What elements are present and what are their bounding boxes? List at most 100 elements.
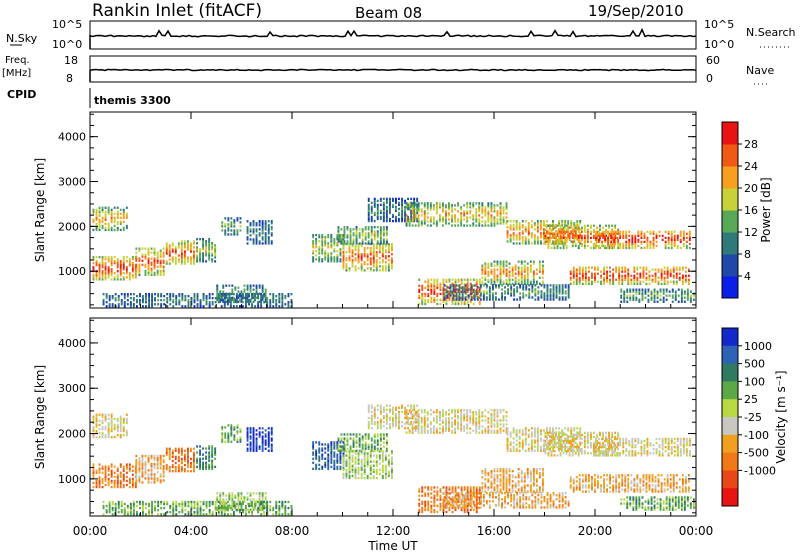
heatmap-cell	[514, 278, 517, 281]
heatmap-cell	[264, 290, 267, 293]
heatmap-cell	[567, 232, 570, 235]
heatmap-cell	[354, 458, 357, 461]
heatmap-cell	[544, 240, 547, 244]
heatmap-cell	[122, 475, 125, 479]
heatmap-cell	[267, 232, 270, 235]
heatmap-cell	[138, 456, 141, 460]
heatmap-cell	[606, 274, 608, 277]
heatmap-cell	[107, 266, 110, 269]
heatmap-cell	[543, 232, 545, 235]
heatmap-cell	[391, 263, 393, 266]
heatmap-cell	[581, 272, 584, 275]
heatmap-cell	[505, 268, 508, 271]
heatmap-cell	[575, 274, 578, 277]
heatmap-cell	[246, 286, 249, 289]
heatmap-cell	[433, 284, 436, 288]
heatmap-cell	[342, 454, 345, 457]
heatmap-cell	[463, 296, 466, 300]
heatmap-cell	[150, 465, 153, 468]
heatmap-cell	[451, 284, 454, 288]
heatmap-cell	[131, 264, 134, 267]
heatmap-cell	[119, 260, 122, 263]
heatmap-cell	[150, 456, 153, 460]
heatmap-cell	[512, 238, 515, 241]
heatmap-cell	[454, 284, 457, 288]
heatmap-cell	[624, 270, 627, 273]
heatmap-cell	[110, 427, 113, 431]
heatmap-cell	[312, 447, 315, 450]
heatmap-cell	[387, 464, 390, 467]
heatmap-cell	[570, 224, 573, 227]
heatmap-cell	[113, 471, 116, 474]
heatmap-cell	[211, 467, 214, 471]
heatmap-cell	[391, 261, 393, 264]
heatmap-cell	[222, 300, 225, 303]
heatmap-cell	[267, 236, 270, 239]
heatmap-cell	[445, 210, 447, 213]
heatmap-cell	[561, 236, 564, 239]
heatmap-cell	[555, 238, 557, 241]
heatmap-cell	[660, 274, 663, 277]
heatmap-cell	[398, 219, 400, 223]
heatmap-cell	[107, 276, 110, 279]
heatmap-cell	[645, 272, 648, 275]
heatmap-cell	[101, 434, 104, 437]
heatmap-cell	[460, 224, 463, 227]
heatmap-cell	[231, 298, 234, 301]
heatmap-cell	[546, 232, 548, 235]
heatmap-cell	[138, 465, 141, 468]
heatmap-cell	[378, 458, 381, 461]
heatmap-cell	[461, 290, 464, 293]
heatmap-cell	[159, 479, 162, 482]
heatmap-cell	[521, 238, 524, 241]
heatmap-cell	[357, 468, 360, 472]
heatmap-cell	[211, 258, 214, 261]
heatmap-cell	[385, 197, 388, 201]
heatmap-cell	[361, 445, 364, 448]
heatmap-cell	[104, 270, 107, 273]
heatmap-cell	[586, 238, 589, 242]
heatmap-cell	[439, 292, 442, 296]
heatmap-cell	[481, 272, 484, 275]
heatmap-cell	[361, 242, 364, 245]
heatmap-cell	[391, 462, 393, 465]
heatmap-cell	[249, 502, 252, 505]
heatmap-cell	[536, 220, 539, 223]
heatmap-cell	[401, 207, 403, 211]
heatmap-cell	[646, 246, 649, 250]
heatmap-cell	[162, 265, 165, 268]
heatmap-cell	[606, 272, 608, 275]
heatmap-cell	[411, 216, 414, 219]
heatmap-cell	[187, 461, 189, 465]
heatmap-cell	[180, 252, 183, 255]
heatmap-cell	[496, 260, 499, 263]
heatmap-cell	[387, 472, 390, 476]
heatmap-cell	[504, 292, 506, 295]
heatmap-cell	[261, 238, 264, 241]
heatmap-cell	[343, 433, 346, 436]
heatmap-cell	[496, 268, 499, 271]
heatmap-cell	[520, 266, 523, 269]
heatmap-cell	[95, 479, 98, 483]
heatmap-cell	[665, 298, 668, 301]
heatmap-cell	[442, 486, 445, 489]
heatmap-cell	[264, 492, 267, 495]
heatmap-cell	[199, 459, 201, 462]
heatmap-cell	[366, 259, 369, 262]
heatmap-cell	[398, 422, 400, 426]
heatmap-cell	[187, 453, 189, 457]
heatmap-cell	[463, 284, 466, 288]
heatmap-cell	[352, 242, 355, 245]
heatmap-cell	[102, 299, 105, 302]
heatmap-cell	[199, 453, 201, 456]
colorbar-swatch	[722, 254, 738, 277]
heatmap-cell	[378, 243, 381, 246]
heatmap-cell	[643, 234, 646, 238]
heatmap-cell	[635, 292, 638, 295]
heatmap-cell	[618, 278, 621, 281]
heatmap-cell	[479, 286, 482, 289]
heatmap-cell	[125, 483, 128, 487]
heatmap-cell	[463, 210, 466, 213]
heatmap-cell	[260, 299, 263, 302]
heatmap-cell	[686, 290, 689, 293]
